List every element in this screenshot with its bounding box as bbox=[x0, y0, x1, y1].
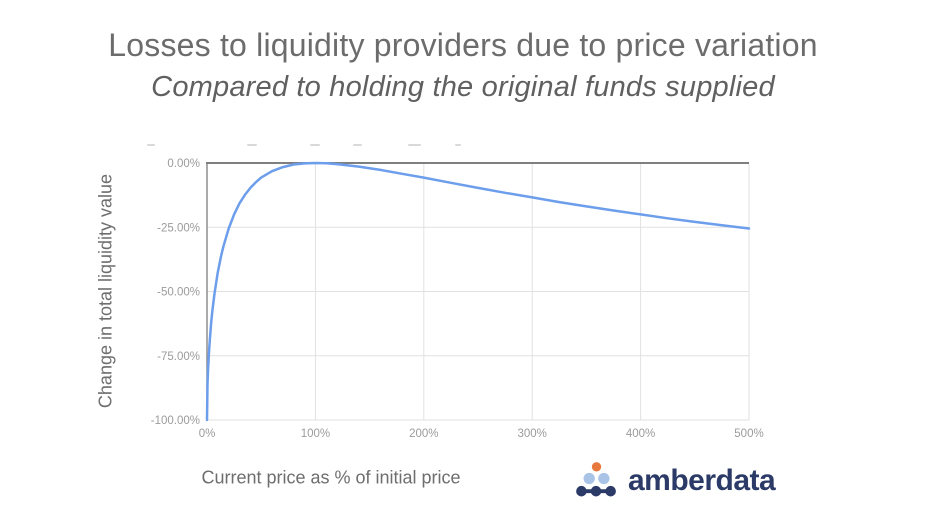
cropped-text-artifact bbox=[353, 144, 362, 146]
y-tick-label: -100.00% bbox=[151, 415, 200, 427]
x-tick-label: 500% bbox=[734, 428, 763, 440]
amberdata-logo-icon bbox=[576, 462, 616, 497]
page-title: Losses to liquidity providers due to pri… bbox=[108, 27, 818, 63]
x-tick-label: 300% bbox=[517, 428, 546, 440]
x-tick-label: 100% bbox=[301, 428, 330, 440]
cropped-text-artifact bbox=[247, 144, 257, 146]
cropped-text-artifact bbox=[408, 144, 421, 146]
amberdata-logo: amberdata bbox=[573, 460, 776, 499]
page-subtitle: Compared to holding the original funds s… bbox=[151, 71, 775, 103]
y-axis-title: Change in total liquidity value bbox=[95, 173, 116, 409]
cropped-text-artifact bbox=[310, 144, 320, 146]
x-tick-label: 200% bbox=[409, 428, 438, 440]
x-axis-title: Current price as % of initial price bbox=[201, 467, 461, 488]
cropped-text-artifact bbox=[147, 144, 155, 146]
y-tick-label: -75.00% bbox=[157, 351, 200, 363]
cropped-text-artifact bbox=[455, 144, 461, 146]
y-tick-label: -50.00% bbox=[157, 287, 200, 299]
y-tick-label: -25.00% bbox=[157, 222, 200, 234]
x-tick-label: 0% bbox=[199, 428, 216, 440]
amberdata-logo-text: amberdata bbox=[628, 464, 776, 497]
x-tick-label: 400% bbox=[626, 428, 655, 440]
y-tick-label: 0.00% bbox=[167, 158, 200, 170]
impermanent-loss-curve bbox=[205, 161, 751, 422]
